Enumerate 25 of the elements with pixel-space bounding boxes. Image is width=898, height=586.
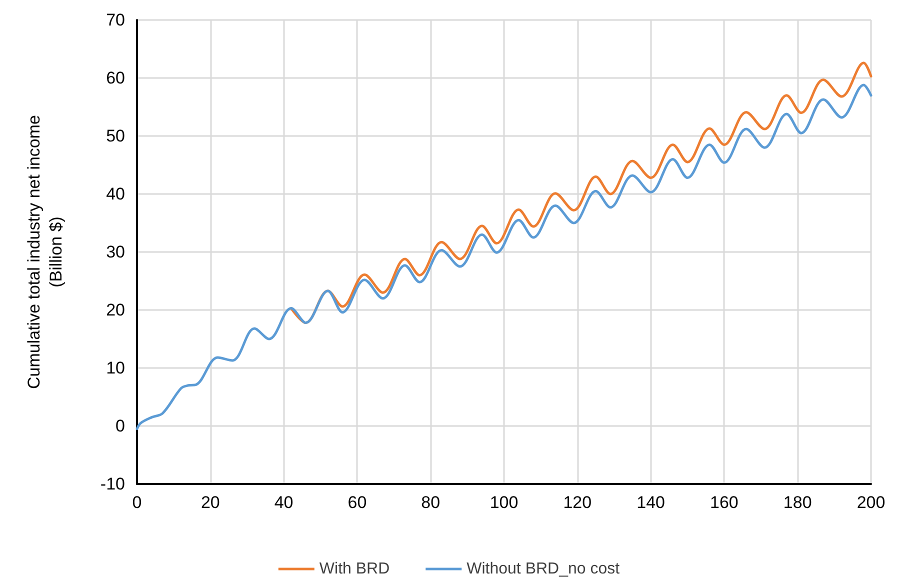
x-tick-label: 160 <box>710 493 738 512</box>
y-tick-label: 50 <box>106 126 125 146</box>
y-axis-title: Cumulative total industry net income (Billion $) <box>24 114 66 390</box>
y-tick-label: 40 <box>106 184 125 204</box>
x-tick-label: 40 <box>274 493 294 512</box>
x-tick-label: 140 <box>636 493 665 512</box>
y-tick-label: 0 <box>116 416 125 436</box>
x-tick-label: 20 <box>200 493 220 512</box>
x-tick-label: 80 <box>421 493 440 512</box>
legend-label: With BRD <box>319 560 390 578</box>
line-series <box>136 84 872 430</box>
y-tick-label: 10 <box>106 358 125 378</box>
line-series <box>290 62 872 324</box>
y-tick-label: 20 <box>106 300 125 320</box>
x-tick-label: 180 <box>783 493 812 512</box>
x-tick-label: 0 <box>132 493 142 512</box>
y-tick-label: -10 <box>100 474 125 494</box>
y-tick-label: 30 <box>106 242 125 262</box>
y-tick-label: 60 <box>106 68 125 88</box>
x-tick-label: 200 <box>856 493 886 512</box>
x-tick-label: 60 <box>348 493 367 512</box>
x-tick-label: 100 <box>490 493 518 512</box>
legend-label: Without BRD_no cost <box>466 560 620 578</box>
x-tick-label: 120 <box>563 493 592 512</box>
y-tick-label: 70 <box>106 10 125 30</box>
